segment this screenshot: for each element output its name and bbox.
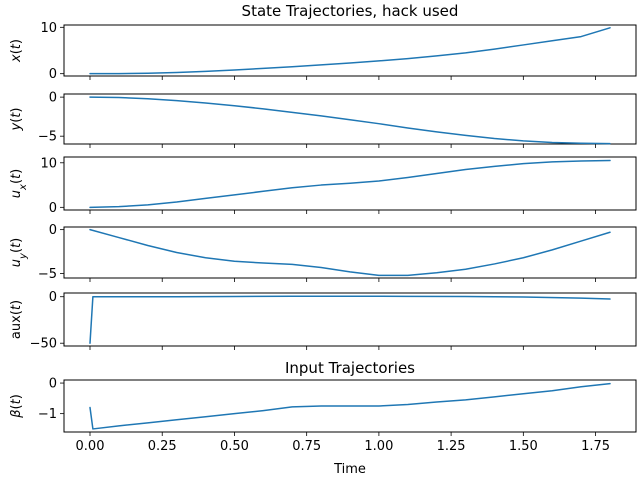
x-axis-label: Time <box>333 462 366 477</box>
subplots: 0 10 x(t) 0 −5 y(t) 0 10 ux(t) 0 −5 uy(t) 0 −50 aux(t)… <box>9 21 637 454</box>
series-line <box>89 27 611 75</box>
y-tick-label: 10 <box>40 21 57 36</box>
series-line <box>89 159 611 209</box>
y-axis-label: ux(t) <box>9 169 29 198</box>
y-axis-label: aux(t) <box>9 300 24 339</box>
y-axis-label: y(t) <box>9 108 24 132</box>
subplot-5: 0 −50 aux(t) <box>9 290 637 352</box>
y-tick-label: 0 <box>49 201 57 216</box>
y-tick-label: 0 <box>49 377 57 392</box>
y-tick-label: 0 <box>49 290 57 305</box>
x-tick-label: 0.50 <box>220 439 249 454</box>
x-tick-label: 0.75 <box>292 439 321 454</box>
y-tick-label: −5 <box>38 267 57 282</box>
series-line <box>89 295 611 344</box>
input-trajectories-title: Input Trajectories <box>285 359 415 377</box>
y-tick-label: −5 <box>38 130 57 145</box>
y-tick-label: −50 <box>30 337 57 352</box>
subplot-3: 0 10 ux(t) <box>9 156 637 216</box>
y-axis-label: uy(t) <box>9 238 29 267</box>
subplot-4: 0 −5 uy(t) <box>9 223 637 282</box>
x-tick-label: 0.25 <box>148 439 177 454</box>
y-axis-label: x(t) <box>9 39 24 63</box>
subplot-2: 0 −5 y(t) <box>9 91 637 148</box>
x-tick-label: 1.50 <box>509 439 538 454</box>
axes-frame <box>63 156 637 211</box>
series-line <box>89 382 611 430</box>
y-tick-label: −1 <box>38 407 57 422</box>
series-line <box>89 96 611 145</box>
series-line <box>89 228 611 277</box>
x-tick-label: 0.00 <box>76 439 105 454</box>
y-tick-label: 0 <box>49 223 57 238</box>
subplot-1: 0 10 x(t) <box>9 21 637 82</box>
y-tick-label: 0 <box>49 67 57 82</box>
axes-frame <box>63 24 637 77</box>
axes-frame <box>63 226 637 279</box>
subplot-6: 0.00 0.25 0.50 0.75 1.00 1.25 1.50 1.75 0 −1 β(t) <box>9 377 637 454</box>
state-trajectories-title: State Trajectories, hack used <box>242 2 459 20</box>
axes-frame <box>63 379 637 433</box>
y-tick-label: 10 <box>40 156 57 171</box>
x-tick-label: 1.25 <box>437 439 466 454</box>
y-axis-label: β(t) <box>9 394 24 419</box>
axes-frame <box>63 93 637 145</box>
y-tick-label: 0 <box>49 91 57 106</box>
axes-frame <box>63 292 637 347</box>
x-tick-label: 1.00 <box>364 439 393 454</box>
x-tick-label: 1.75 <box>581 439 610 454</box>
